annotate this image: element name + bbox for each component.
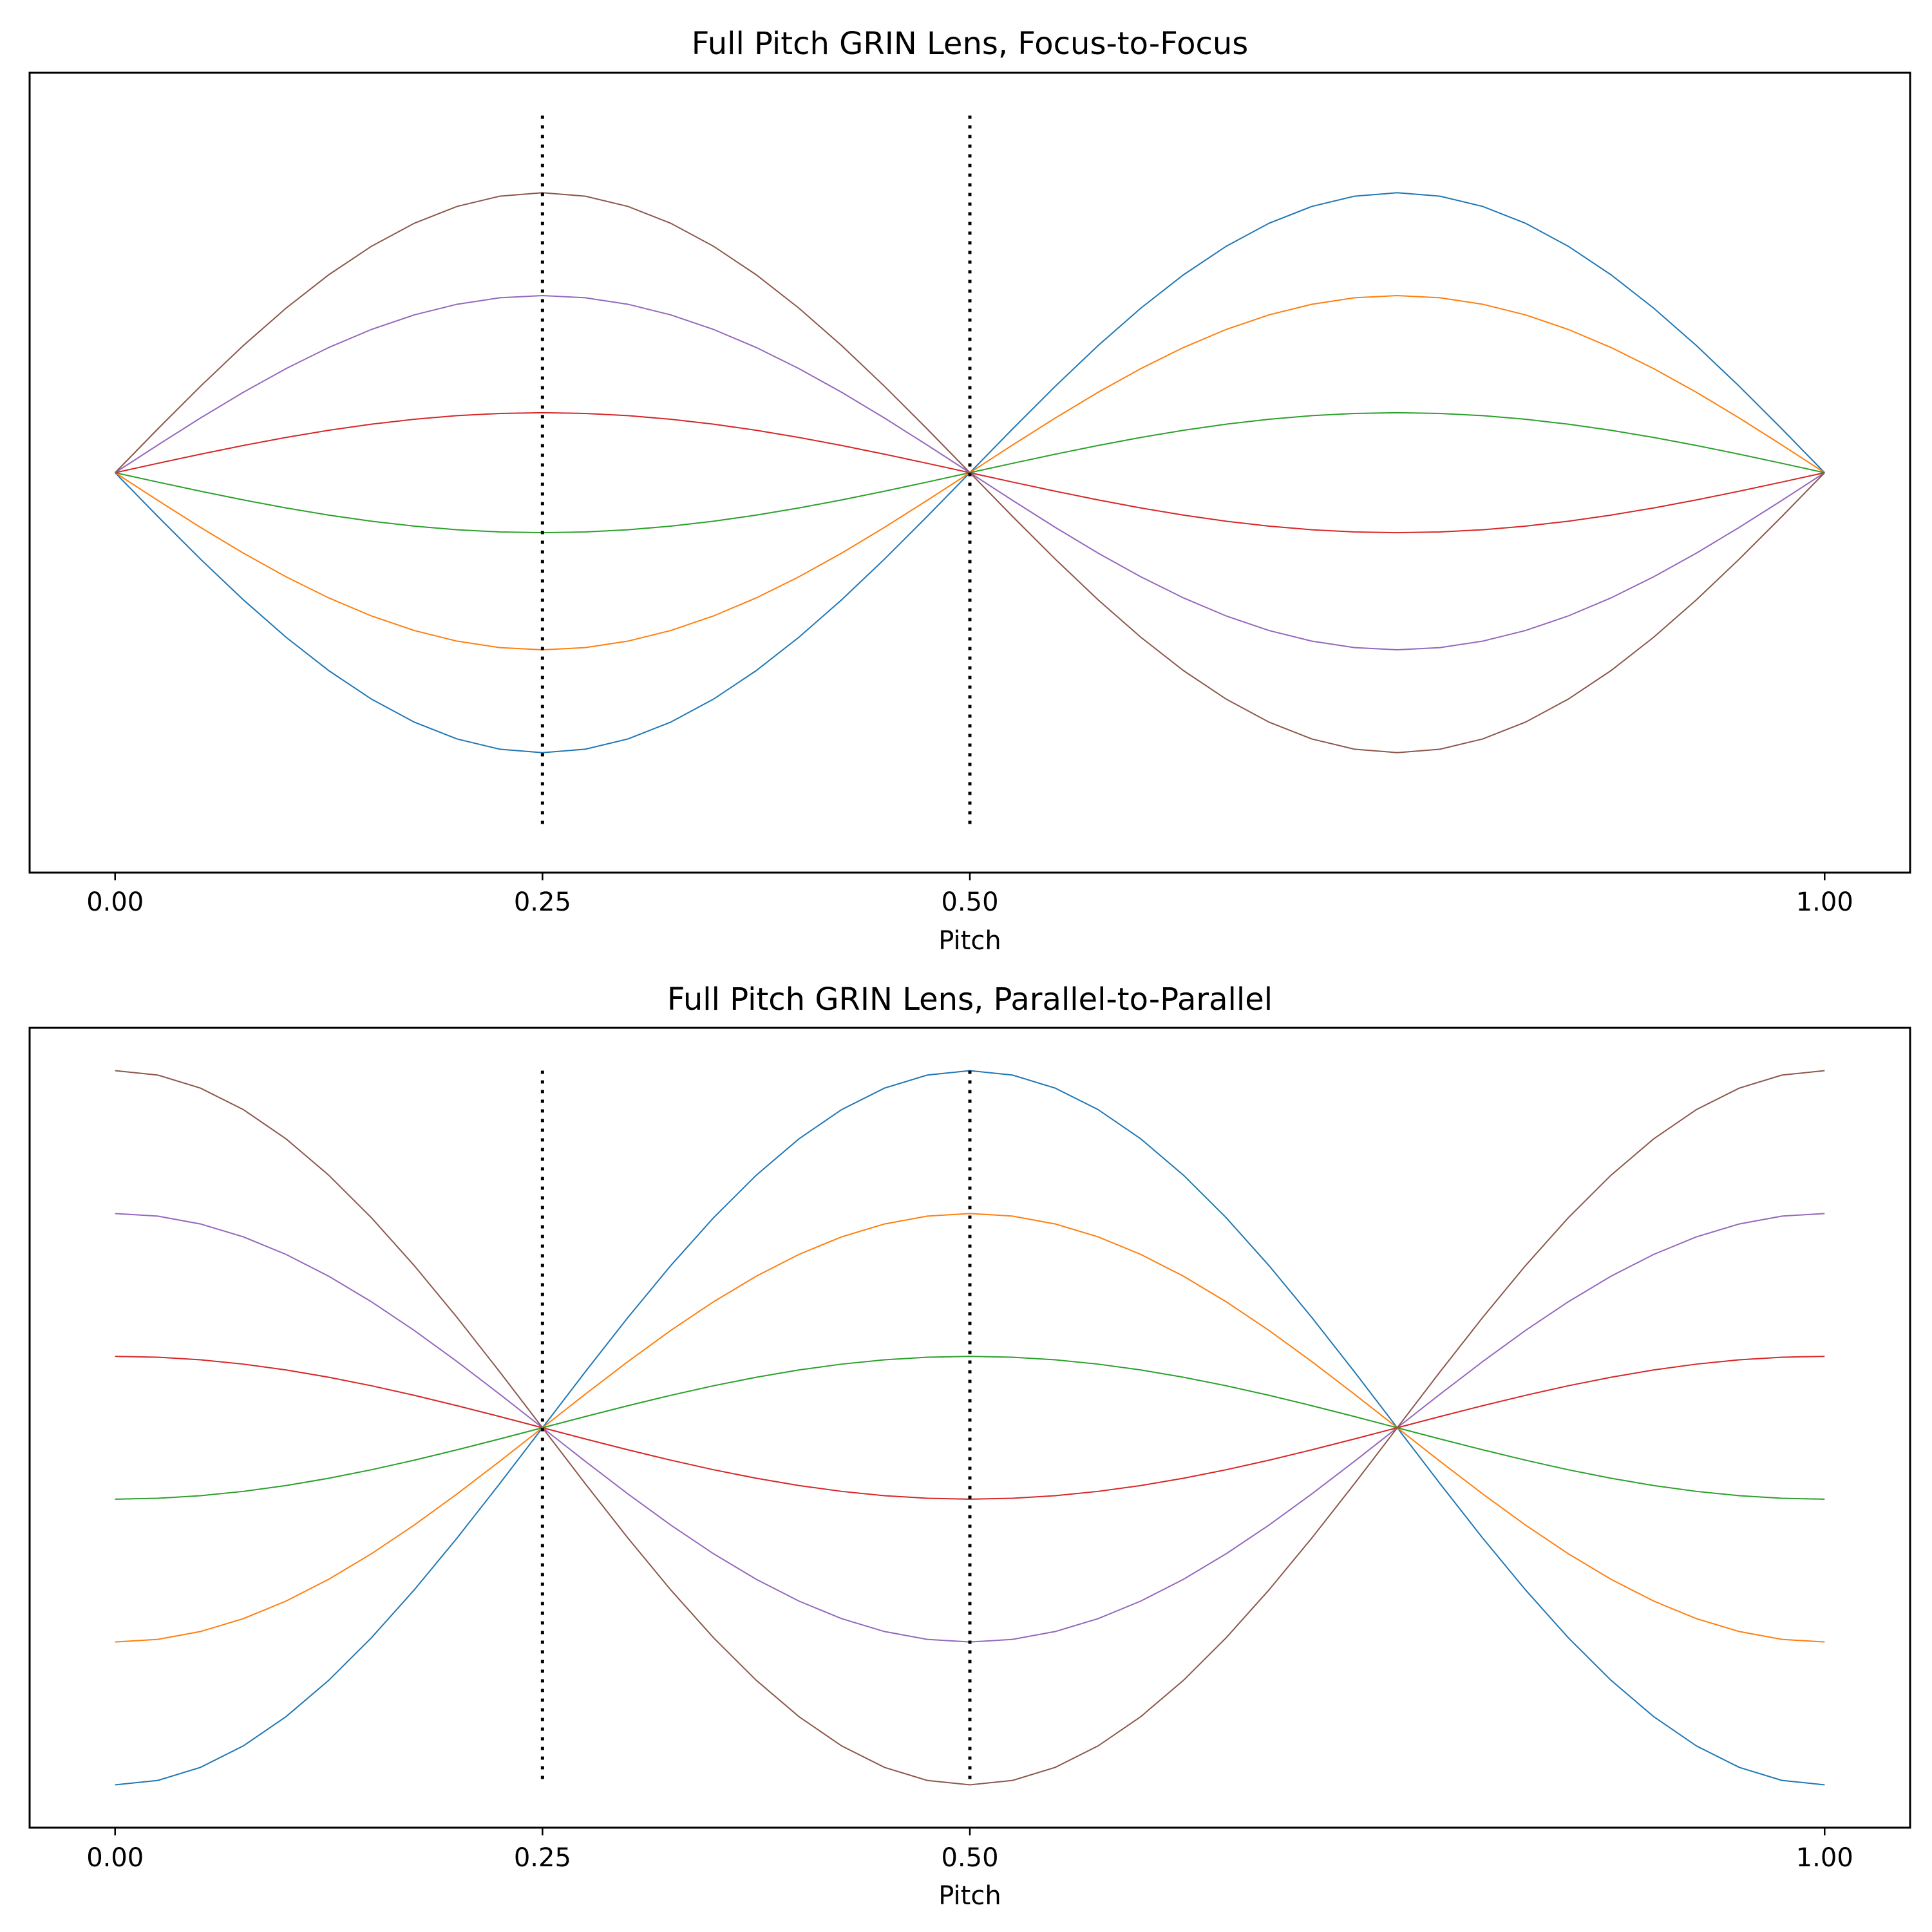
x-axis-ticks: 0.00 0.25 0.50 1.00 xyxy=(86,873,1853,917)
parallel-to-parallel-chart: Full Pitch GRIN Lens, Parallel-to-Parall… xyxy=(28,981,1911,1911)
plot-area xyxy=(115,115,1825,830)
x-tick-label: 1.00 xyxy=(1796,1843,1853,1873)
series-line-2 xyxy=(115,1213,1825,1643)
series-line-6 xyxy=(115,192,1825,753)
x-tick-label: 0.50 xyxy=(941,887,998,917)
x-tick-label: 0.00 xyxy=(86,1843,144,1873)
x-tick-label: 1.00 xyxy=(1796,887,1853,917)
x-axis-ticks: 0.00 0.25 0.50 1.00 xyxy=(86,1828,1853,1873)
x-tick-label: 0.25 xyxy=(514,1843,571,1873)
x-tick-label: 0.25 xyxy=(514,887,571,917)
focus-to-focus-chart: Full Pitch GRIN Lens, Focus-to-Focus 0.0… xyxy=(28,26,1911,956)
chart-title: Full Pitch GRIN Lens, Focus-to-Focus xyxy=(692,26,1249,62)
series-line-3 xyxy=(115,1356,1825,1500)
x-axis-label: Pitch xyxy=(938,926,1001,956)
series-line-6 xyxy=(115,1070,1825,1786)
x-tick-label: 0.00 xyxy=(86,887,144,917)
x-axis-label: Pitch xyxy=(938,1881,1001,1911)
chart-title: Full Pitch GRIN Lens, Parallel-to-Parall… xyxy=(667,981,1273,1018)
x-tick-label: 0.50 xyxy=(941,1843,998,1873)
plot-area xyxy=(115,1070,1825,1786)
series-line-4 xyxy=(115,1356,1825,1500)
